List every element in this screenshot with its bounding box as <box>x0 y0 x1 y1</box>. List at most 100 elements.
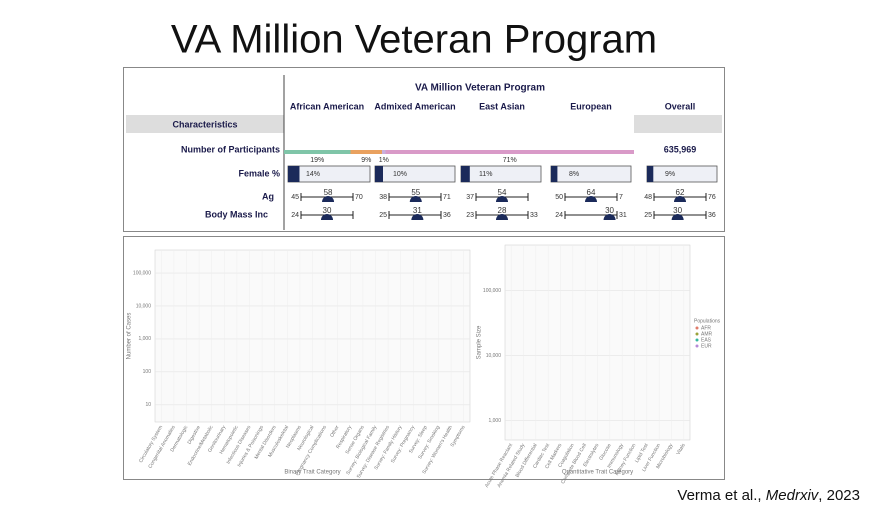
column-header: East Asian <box>479 101 525 111</box>
min-label: 38 <box>379 194 387 201</box>
female-bar <box>647 166 654 182</box>
column-header: Admixed American <box>374 101 455 111</box>
y-tick-label: 1,000 <box>488 418 501 424</box>
legend-label: EAS <box>701 337 712 343</box>
x-tick-label: Vitals <box>675 442 687 456</box>
share-label: 9% <box>361 157 371 164</box>
median-label: 30 <box>323 206 332 215</box>
table-title: VA Million Veteran Program <box>415 83 545 94</box>
legend-swatch <box>695 332 699 336</box>
min-label: 24 <box>291 212 299 219</box>
female-label: 8% <box>569 171 579 178</box>
median-label: 62 <box>676 188 685 197</box>
citation-journal: Medrxiv <box>766 487 820 504</box>
row-label: Characteristics <box>172 119 237 129</box>
max-label: 71 <box>443 194 451 201</box>
legend-label: EUR <box>701 343 712 349</box>
y-tick-label: 10,000 <box>136 303 152 309</box>
legend-title: Populations <box>694 318 721 324</box>
median-dot <box>322 196 335 202</box>
female-bar <box>375 166 383 182</box>
min-label: 25 <box>379 212 387 219</box>
max-label: 7 <box>619 194 623 201</box>
female-box <box>550 165 632 183</box>
share-segment <box>350 150 382 154</box>
y-tick-label: 100,000 <box>133 270 151 276</box>
female-bar <box>551 166 558 182</box>
median-dot <box>411 214 424 220</box>
median-label: 55 <box>411 188 420 197</box>
slide-title: VA Million Veteran Program <box>171 18 657 62</box>
min-label: 25 <box>644 212 652 219</box>
max-label: 36 <box>443 212 451 219</box>
median-label: 54 <box>498 188 507 197</box>
overall-participants: 635,969 <box>664 144 697 154</box>
min-label: 37 <box>466 194 474 201</box>
female-label: 9% <box>665 171 675 178</box>
row-label: Number of Participants <box>181 144 280 154</box>
median-dot <box>496 196 508 202</box>
median-label: 64 <box>587 188 596 197</box>
median-label: 58 <box>324 188 333 197</box>
legend-swatch <box>695 338 699 342</box>
row-label: Female % <box>238 168 280 178</box>
female-label: 11% <box>479 171 493 178</box>
median-dot <box>409 196 422 202</box>
row-label: Ag <box>262 191 274 201</box>
y-tick-label: 10,000 <box>486 353 502 359</box>
table-frame <box>123 67 725 232</box>
female-box <box>460 165 542 183</box>
max-label: 70 <box>355 194 363 201</box>
median-dot <box>674 196 686 202</box>
share-label: 71% <box>503 157 517 164</box>
share-segment <box>382 150 386 154</box>
max-label: 36 <box>708 212 716 219</box>
median-dot <box>603 214 616 220</box>
female-box <box>287 165 371 183</box>
header-band-gap <box>284 115 634 133</box>
y-tick-label: 1,000 <box>138 336 151 342</box>
legend-swatch <box>695 344 699 348</box>
min-label: 50 <box>555 194 563 201</box>
legend-swatch <box>695 326 699 330</box>
max-label: 76 <box>708 194 716 201</box>
female-bar <box>288 166 300 182</box>
median-dot <box>585 196 597 202</box>
min-label: 48 <box>644 194 652 201</box>
share-segment <box>385 150 634 154</box>
citation-authors: Verma et al., <box>677 487 765 504</box>
column-header: Overall <box>665 101 696 111</box>
row-label: Body Mass Inc <box>205 209 268 219</box>
min-label: 24 <box>555 212 563 219</box>
legend-label: AMR <box>701 331 713 337</box>
share-label: 1% <box>379 157 389 164</box>
min-label: 45 <box>291 194 299 201</box>
share-label: 19% <box>310 157 324 164</box>
y-tick-label: 10 <box>145 402 151 408</box>
female-bar <box>461 166 470 182</box>
median-label: 28 <box>498 206 507 215</box>
median-label: 31 <box>413 206 422 215</box>
min-label: 23 <box>466 212 474 219</box>
y-tick-label: 100 <box>143 369 152 375</box>
citation: Verma et al., Medrxiv, 2023 <box>677 487 860 504</box>
female-box <box>374 165 456 183</box>
median-dot <box>671 214 684 220</box>
x-tick-label: Other <box>329 424 341 438</box>
x-axis-label: Quantitative Trait Category <box>562 470 633 476</box>
max-label: 33 <box>530 212 538 219</box>
y-axis-label: Number of Cases <box>127 313 133 360</box>
column-header: African American <box>290 101 364 111</box>
median-label: 30 <box>673 206 682 215</box>
female-label: 14% <box>306 171 320 178</box>
column-header: European <box>570 101 612 111</box>
y-tick-label: 100,000 <box>483 288 501 294</box>
median-label: 30 <box>605 206 614 215</box>
x-axis-label: Binary Trait Category <box>284 470 340 476</box>
median-dot <box>496 214 508 220</box>
female-box <box>646 165 718 183</box>
female-label: 10% <box>393 171 407 178</box>
citation-year: , 2023 <box>818 487 860 504</box>
legend-label: AFR <box>701 325 711 331</box>
